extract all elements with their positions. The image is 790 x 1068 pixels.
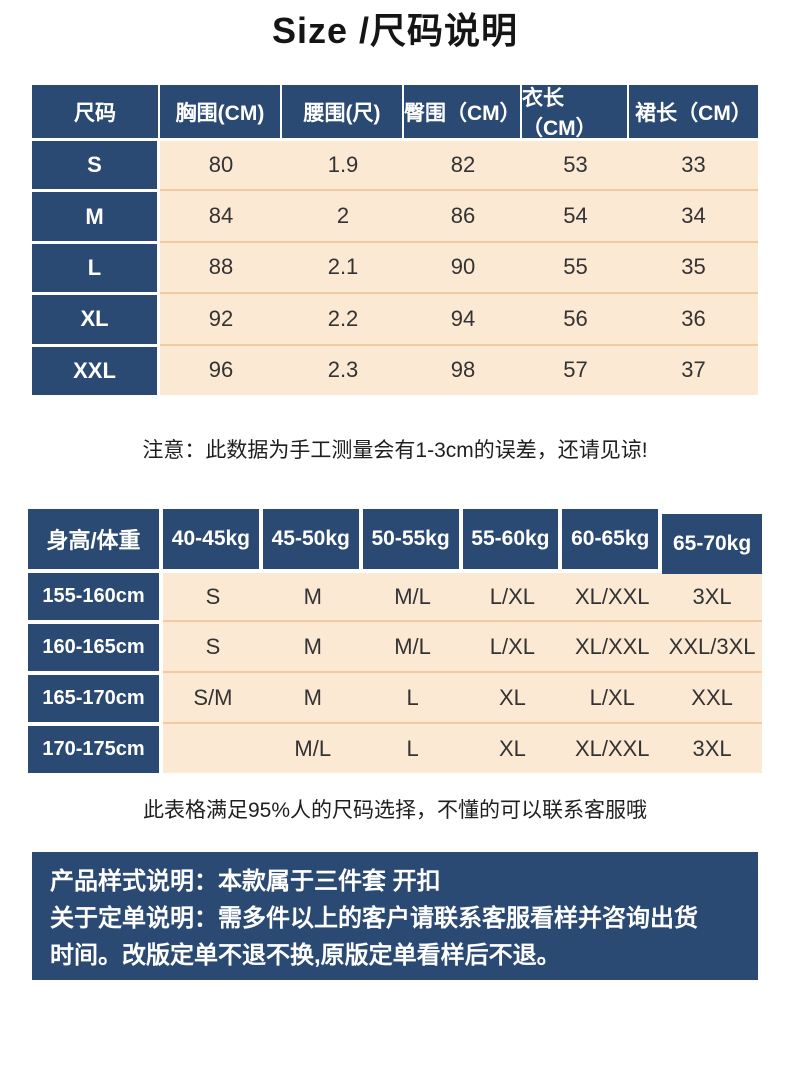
fit-value-cell: XXL/3XL [662, 620, 762, 671]
size-table-col-header: 腰围(尺) [282, 85, 404, 138]
size-value-cell: 56 [522, 292, 629, 344]
fit-value-cell: XL [462, 671, 563, 722]
size-value-cell: 57 [522, 343, 629, 395]
size-value-cell: 84 [160, 189, 282, 241]
weight-col-header: 40-45kg [163, 509, 263, 569]
size-row-label: L [32, 240, 160, 293]
size-value-cell: 2 [282, 189, 404, 241]
fit-value-cell: S [163, 569, 263, 620]
fit-value-cell: 3XL [662, 722, 762, 773]
fit-value-cell: M [262, 569, 363, 620]
fit-value-cell: S [163, 620, 263, 671]
size-value-cell: 35 [629, 240, 758, 293]
weight-table-corner-header: 身高/体重 [28, 509, 163, 569]
size-value-cell: 96 [160, 343, 282, 395]
fit-value-cell: S/M [163, 671, 263, 722]
size-value-cell: 2.2 [282, 292, 404, 344]
size-table-col-header: 衣长（CM） [522, 85, 629, 140]
fit-coverage-note: 此表格满足95%人的尺码选择，不懂的可以联系客服哦 [142, 799, 648, 822]
fit-value-cell: XL/XXL [562, 620, 663, 671]
weight-col-header: 60-65kg [562, 509, 663, 569]
size-table-col-header: 裙长（CM） [629, 85, 758, 138]
product-style-line: 产品样式说明：本款属于三件套 开扣 [50, 868, 441, 895]
order-note-line-1: 关于定单说明：需多件以上的客户请联系客服看样并咨询出货 [50, 905, 698, 932]
size-value-cell: 94 [404, 292, 522, 344]
size-table-col-header: 尺码 [32, 85, 160, 138]
size-value-cell: 36 [629, 292, 758, 344]
fit-value-cell: XL/XXL [562, 569, 663, 620]
fit-value-cell: 3XL [662, 569, 762, 620]
fit-value-cell: XL/XXL [562, 722, 663, 773]
height-row-label: 155-160cm [28, 569, 163, 620]
height-row-label: 165-170cm [28, 671, 163, 722]
weight-col-header: 55-60kg [462, 509, 563, 569]
fit-value-cell: XXL [662, 671, 762, 722]
size-row-label: XXL [32, 343, 160, 395]
fit-value-cell: XL [462, 722, 563, 773]
weight-col-header: 45-50kg [262, 509, 363, 569]
weight-col-header: 50-55kg [362, 509, 463, 569]
fit-value-cell: M/L [262, 722, 363, 773]
size-value-cell: 82 [404, 138, 522, 190]
size-value-cell: 55 [522, 240, 629, 293]
size-table-col-header: 胸围(CM) [160, 85, 282, 138]
size-table-col-header: 臀围（CM） [404, 85, 522, 138]
size-value-cell: 2.3 [282, 343, 404, 395]
height-row-label: 170-175cm [28, 722, 163, 773]
fit-value-cell: L/XL [462, 620, 563, 671]
height-row-label: 160-165cm [28, 620, 163, 671]
fit-value-cell: M/L [362, 569, 463, 620]
size-value-cell: 1.9 [282, 138, 404, 190]
fit-value-cell: L [362, 722, 463, 773]
weight-col-header: 65-70kg [662, 514, 762, 574]
fit-value-cell: L/XL [462, 569, 563, 620]
size-table: 尺码 胸围(CM) 腰围(尺) 臀围（CM） 衣长（CM） 裙长（CM） S 8… [32, 85, 758, 395]
size-value-cell: 88 [160, 240, 282, 293]
fit-value-cell: L/XL [562, 671, 663, 722]
fit-value-cell: M [262, 671, 363, 722]
size-row-label: XL [32, 292, 160, 344]
page-title: Size /尺码说明 [271, 10, 519, 51]
size-value-cell: 90 [404, 240, 522, 293]
size-value-cell: 34 [629, 189, 758, 241]
size-row-label: M [32, 189, 160, 241]
size-value-cell: 33 [629, 138, 758, 190]
fit-value-cell: M/L [362, 620, 463, 671]
measure-error-note: 注意：此数据为手工测量会有1-3cm的误差，还请见谅! [142, 439, 648, 462]
fit-value-cell: L [362, 671, 463, 722]
size-value-cell: 92 [160, 292, 282, 344]
size-value-cell: 86 [404, 189, 522, 241]
size-value-cell: 37 [629, 343, 758, 395]
size-value-cell: 53 [522, 138, 629, 190]
size-value-cell: 98 [404, 343, 522, 395]
order-note-line-2: 时间。改版定单不退不换,原版定单看样后不退。 [50, 942, 561, 969]
size-value-cell: 54 [522, 189, 629, 241]
size-row-label: S [32, 138, 160, 190]
fit-value-cell: M [262, 620, 363, 671]
size-value-cell: 2.1 [282, 240, 404, 293]
fit-value-cell [163, 722, 263, 773]
weight-table: 身高/体重 40-45kg 45-50kg 50-55kg 55-60kg 60… [28, 509, 762, 773]
product-info-box: 产品样式说明：本款属于三件套 开扣 关于定单说明：需多件以上的客户请联系客服看样… [32, 852, 758, 980]
size-value-cell: 80 [160, 138, 282, 190]
